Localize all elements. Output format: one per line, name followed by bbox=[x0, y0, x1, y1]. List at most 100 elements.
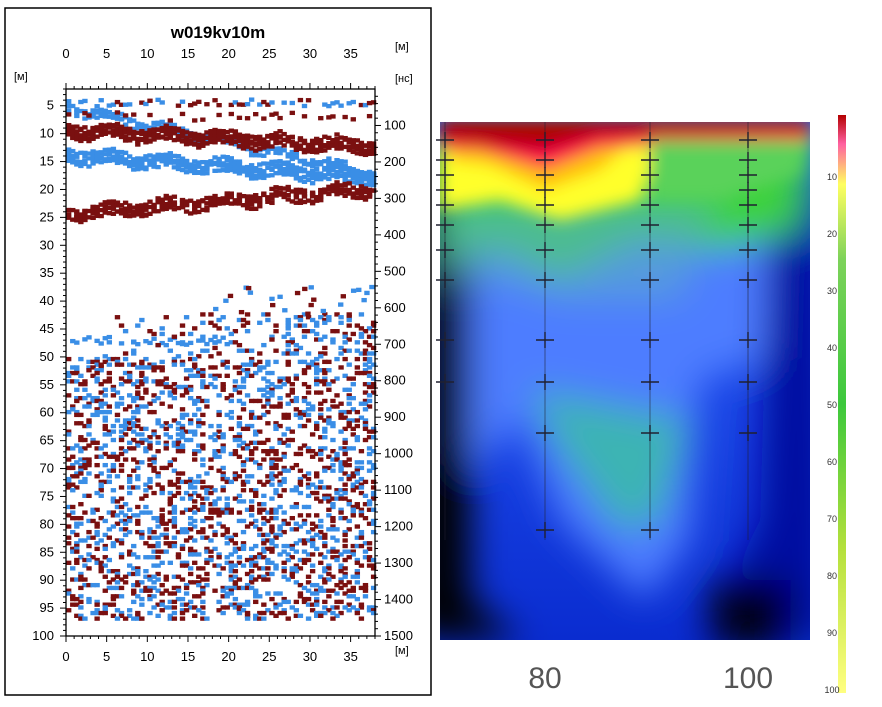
radargram-cell bbox=[277, 610, 283, 616]
radargram-cell bbox=[269, 133, 275, 138]
radargram-cell bbox=[122, 518, 129, 524]
radargram-cell bbox=[102, 479, 108, 485]
radargram-cell bbox=[257, 195, 263, 201]
radargram-cell bbox=[305, 177, 312, 183]
radargram-cell bbox=[200, 368, 206, 373]
radargram-cell bbox=[224, 585, 230, 591]
radargram-cell bbox=[70, 370, 76, 376]
radargram-cell bbox=[74, 370, 80, 376]
radargram-cell bbox=[118, 395, 125, 401]
radargram-cell bbox=[187, 387, 194, 392]
radargram-cell bbox=[354, 340, 361, 345]
radargram-cell bbox=[261, 555, 267, 560]
radargram-cell bbox=[196, 582, 202, 588]
radargram-cell bbox=[126, 163, 133, 169]
radargram-cell bbox=[82, 423, 88, 429]
radargram-cell bbox=[220, 510, 226, 515]
radargram-cell bbox=[102, 387, 108, 392]
radargram-cell bbox=[285, 197, 291, 202]
radargram-cell bbox=[78, 449, 84, 454]
radargram-cell bbox=[314, 323, 320, 328]
radargram-cell bbox=[135, 485, 141, 490]
radargram-cell bbox=[204, 571, 210, 577]
radargram-cell bbox=[346, 476, 352, 482]
radargram-cell bbox=[289, 189, 295, 194]
radargram-cell bbox=[269, 112, 275, 117]
colorbar-label: 10 bbox=[827, 172, 837, 182]
radargram-cell bbox=[163, 342, 169, 348]
radargram-cell bbox=[281, 186, 287, 191]
radargram-cell bbox=[86, 164, 92, 169]
radargram-cell bbox=[236, 555, 243, 560]
radargram-cell bbox=[228, 398, 234, 404]
radargram-cell bbox=[98, 404, 104, 409]
radargram-cell bbox=[212, 507, 218, 512]
radargram-cell bbox=[192, 168, 198, 173]
radargram-cell bbox=[90, 555, 96, 560]
radargram-cell bbox=[126, 515, 133, 521]
radargram-cell bbox=[126, 507, 133, 512]
radargram-cell bbox=[159, 156, 165, 161]
radargram-cell bbox=[301, 103, 308, 109]
radargram-cell bbox=[236, 435, 243, 440]
radargram-cell bbox=[90, 535, 96, 540]
radargram-cell bbox=[281, 351, 287, 356]
radargram-cell bbox=[86, 535, 92, 540]
radargram-cell bbox=[212, 197, 218, 202]
radargram-cell bbox=[269, 596, 275, 602]
radargram-cell bbox=[330, 340, 336, 345]
radargram-cell bbox=[102, 608, 108, 613]
radargram-cell bbox=[232, 549, 239, 554]
radargram-cell bbox=[354, 569, 361, 574]
radargram-cell bbox=[175, 485, 182, 490]
radargram-cell bbox=[82, 98, 88, 104]
radargram-cell bbox=[228, 563, 234, 568]
radargram-cell bbox=[334, 549, 340, 554]
radargram-cell bbox=[305, 365, 312, 370]
radargram-cell bbox=[366, 144, 373, 149]
radargram-cell bbox=[212, 563, 218, 568]
radargram-cell bbox=[179, 479, 186, 485]
radargram-cell bbox=[200, 577, 206, 582]
radargram-cell bbox=[167, 490, 173, 496]
radargram-cell bbox=[281, 382, 287, 387]
radargram-cell bbox=[244, 370, 251, 376]
section-top-white bbox=[440, 80, 810, 122]
radargram-cell bbox=[204, 208, 210, 213]
radargram-cell bbox=[330, 496, 336, 501]
radargram-title: w019kv10m bbox=[170, 23, 266, 42]
radargram-cell bbox=[350, 195, 356, 200]
radargram-cell bbox=[350, 191, 356, 196]
radargram-cell bbox=[200, 585, 206, 591]
radargram-cell bbox=[346, 323, 352, 328]
radargram-cell bbox=[74, 471, 80, 476]
radargram-cell bbox=[74, 212, 80, 217]
radargram-cell bbox=[90, 204, 96, 210]
radargram-cell bbox=[220, 485, 226, 490]
radargram-cell bbox=[346, 140, 352, 145]
radargram-cell bbox=[265, 398, 271, 404]
radargram-cell bbox=[240, 203, 247, 208]
radargram-cell bbox=[257, 532, 263, 538]
radargram-cell bbox=[114, 132, 121, 137]
radargram-cell bbox=[98, 390, 104, 395]
radargram-cell bbox=[244, 571, 251, 577]
radargram-cell bbox=[98, 122, 104, 128]
radargram-cell bbox=[94, 616, 100, 621]
radargram-cell bbox=[362, 549, 369, 554]
radargram-cell bbox=[338, 446, 344, 451]
radargram-cell bbox=[66, 465, 72, 471]
radargram-cell bbox=[228, 162, 234, 167]
radargram-cell bbox=[139, 162, 145, 167]
radargram-cell bbox=[70, 148, 76, 154]
radargram-cell bbox=[322, 418, 328, 423]
radargram-cell bbox=[139, 122, 145, 127]
radargram-cell bbox=[305, 574, 312, 579]
radargram-cell bbox=[253, 543, 259, 549]
radargram-cell bbox=[179, 496, 186, 501]
radargram-cell bbox=[183, 538, 190, 543]
radargram-cell bbox=[240, 376, 247, 381]
radargram-cell bbox=[314, 423, 320, 429]
radargram-cell bbox=[342, 183, 348, 188]
radargram-cell bbox=[293, 176, 300, 181]
